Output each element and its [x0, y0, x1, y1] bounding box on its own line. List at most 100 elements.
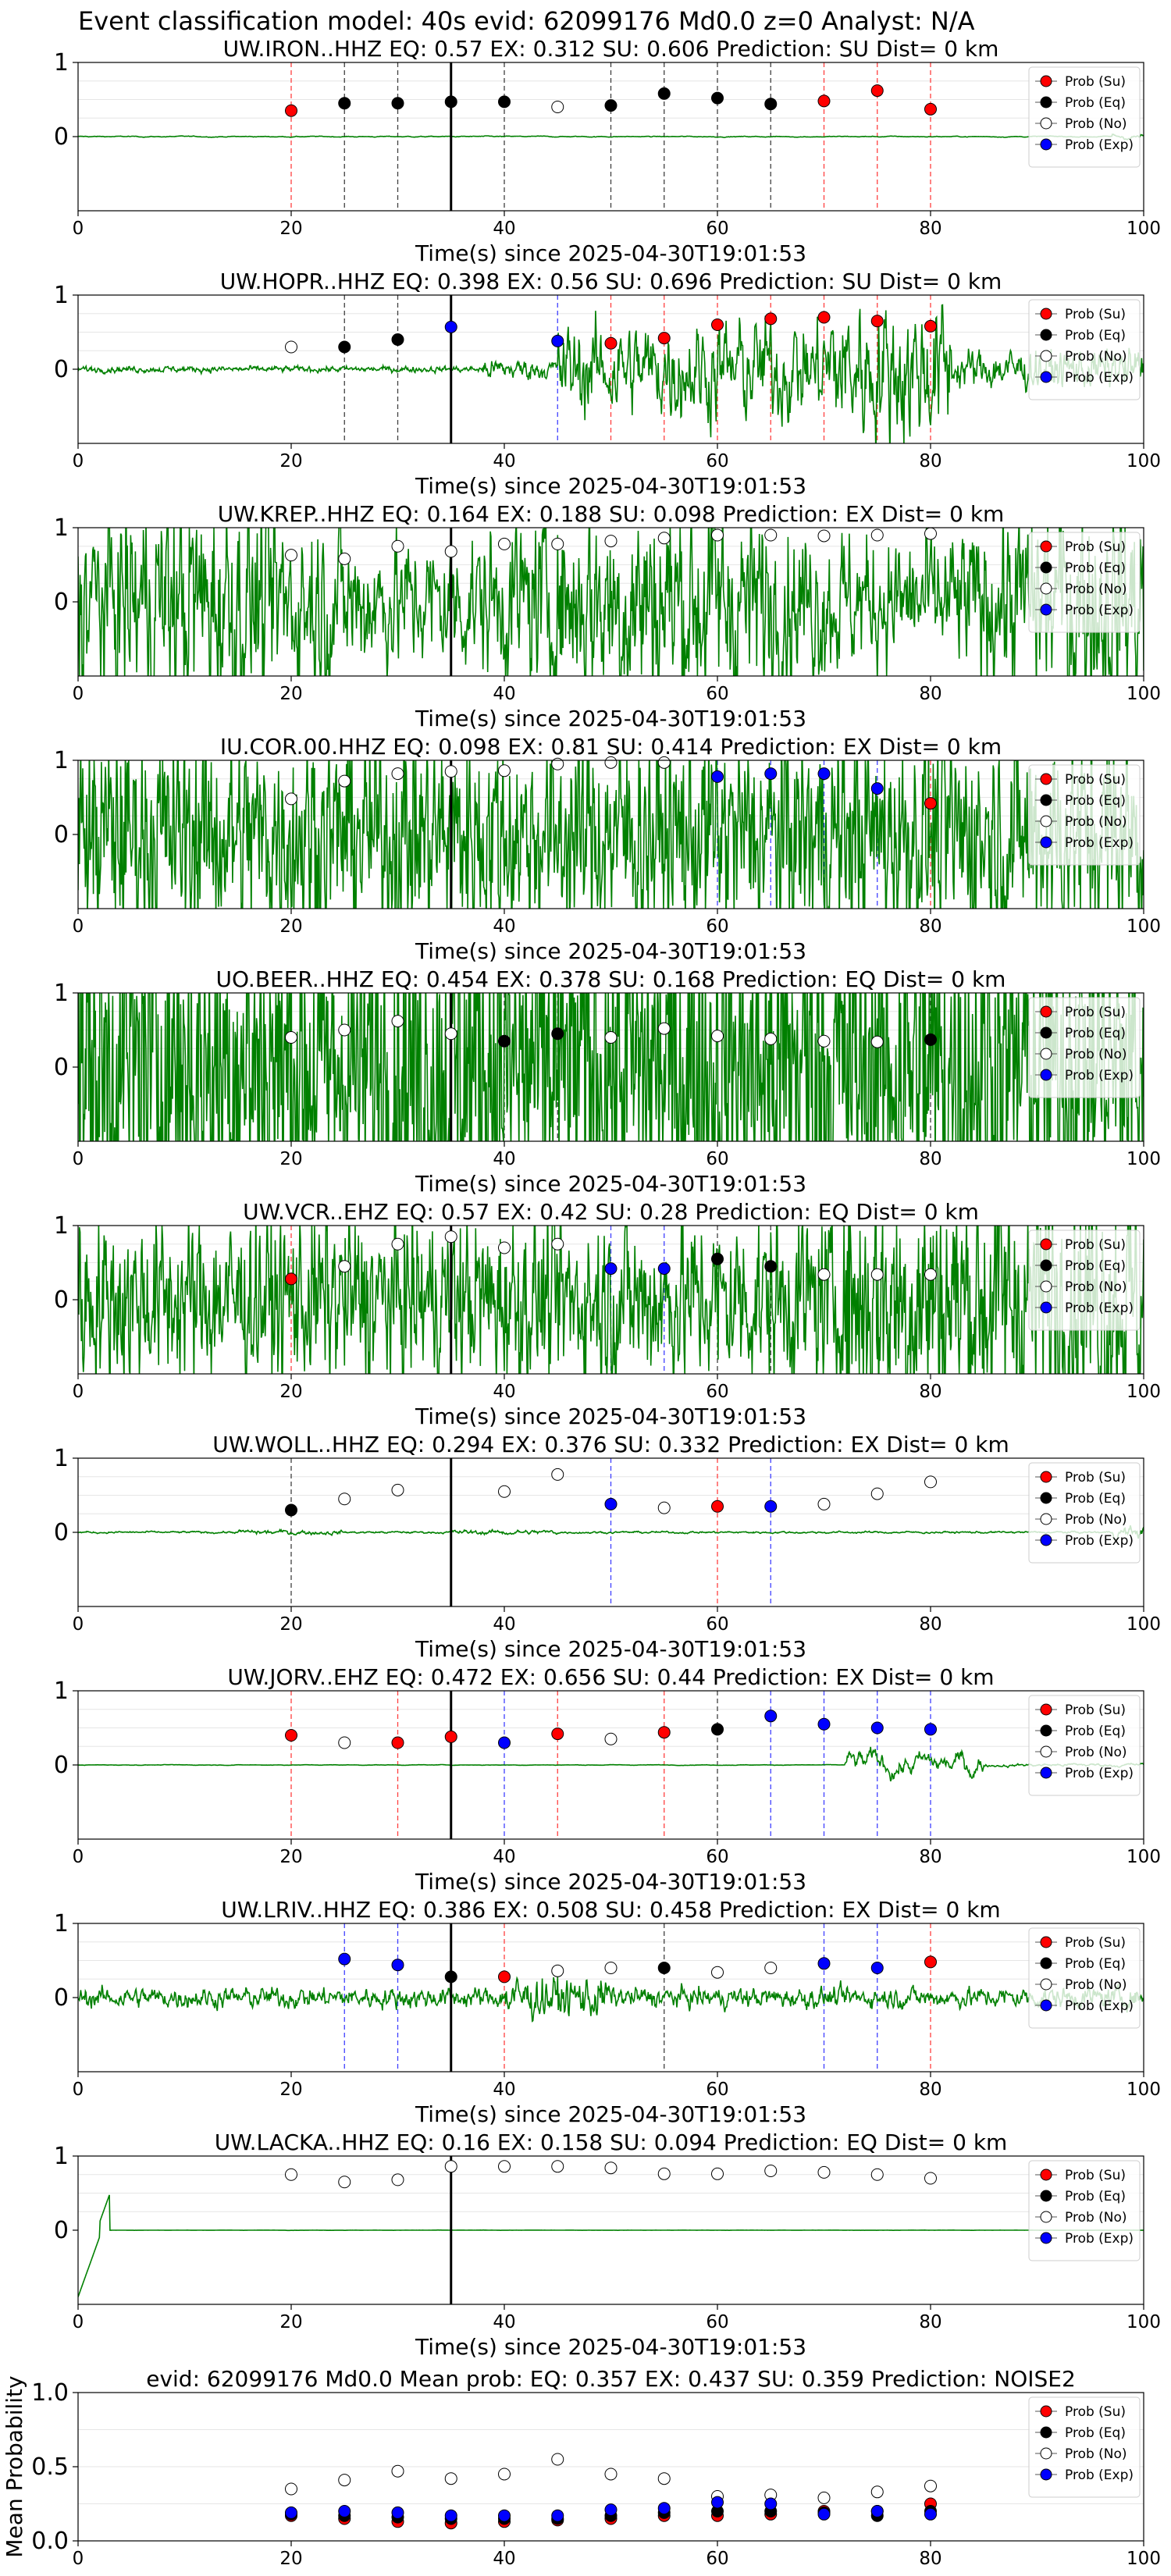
legend-label: Prob (Eq)	[1065, 1491, 1126, 1507]
probability-point-exp	[551, 334, 564, 347]
x-tick-label: 80	[919, 1149, 941, 1169]
y-tick-label: 1	[54, 747, 69, 774]
probability-point-su	[817, 311, 831, 324]
x-tick-label: 100	[1127, 1149, 1161, 1169]
probability-point-no	[711, 528, 724, 542]
legend-box	[1028, 1229, 1141, 1331]
x-tick-label: 80	[919, 2549, 941, 2569]
legend-label: Prob (No)	[1065, 1745, 1127, 1760]
probability-point-no	[604, 535, 618, 548]
probability-point-no	[657, 756, 671, 769]
legend-marker	[1040, 1767, 1052, 1779]
probability-point-exp	[391, 1959, 404, 1972]
mean-point-no	[498, 2467, 511, 2481]
legend-marker	[1040, 561, 1052, 574]
probability-point-no	[764, 528, 778, 542]
probability-point-no	[764, 1962, 778, 1974]
legend-label: Prob (Exp)	[1065, 1533, 1134, 1549]
waveform-trace	[78, 1976, 1144, 2023]
probability-point-no	[551, 537, 564, 550]
probability-point-exp	[764, 767, 778, 781]
legend: Prob (Su) Prob (Eq) Prob (No) Prob (Exp)	[1028, 66, 1141, 168]
probability-point-exp	[604, 1497, 618, 1510]
probability-point-eq	[711, 91, 724, 105]
probability-point-exp	[711, 770, 724, 783]
legend-marker	[1040, 1471, 1052, 1483]
legend-label: Prob (No)	[1065, 582, 1127, 597]
legend-label: Prob (Su)	[1065, 1935, 1126, 1951]
probability-point-no	[657, 1022, 671, 1035]
x-tick-label: 80	[919, 451, 941, 471]
x-axis-label: Time(s) since 2025-04-30T19:01:53	[415, 1636, 806, 1662]
probability-point-no	[551, 101, 564, 113]
legend-label: Prob (Exp)	[1065, 603, 1134, 618]
x-tick-label: 100	[1127, 2080, 1161, 2100]
x-tick-label: 40	[493, 1847, 515, 1867]
probability-point-eq	[604, 99, 618, 112]
legend-marker	[1040, 1999, 1052, 2012]
probability-point-eq	[764, 1260, 778, 1273]
legend-label: Prob (No)	[1065, 1279, 1127, 1295]
legend-marker	[1040, 815, 1052, 827]
y-axis-label: Mean Probability	[2, 2375, 27, 2557]
legend-marker	[1040, 773, 1052, 785]
probability-point-su	[870, 84, 884, 98]
x-tick-label: 60	[706, 684, 728, 704]
waveform-trace	[78, 1746, 1144, 1782]
probability-point-no	[444, 2160, 457, 2173]
x-tick-label: 20	[279, 451, 302, 471]
x-tick-label: 80	[919, 1847, 941, 1867]
y-tick-label: 0	[54, 1519, 69, 1546]
probability-point-no	[391, 1237, 404, 1251]
station-panel-4: IU.COR.00.HHZ EQ: 0.098 EX: 0.81 SU: 0.4…	[54, 734, 1161, 964]
probability-point-no	[338, 2176, 351, 2189]
x-axis-label: Time(s) since 2025-04-30T19:01:53	[415, 240, 806, 266]
y-tick-label: 1.0	[31, 2379, 69, 2407]
probability-point-no	[817, 529, 831, 543]
legend-label: Prob (Su)	[1065, 307, 1126, 322]
legend-marker	[1040, 371, 1052, 383]
probability-point-no	[391, 539, 404, 553]
station-panel-6: UW.VCR..EHZ EQ: 0.57 EX: 0.42 SU: 0.28 P…	[54, 1199, 1161, 1429]
probability-point-no	[551, 2160, 564, 2173]
probability-point-exp	[764, 1500, 778, 1513]
probability-point-no	[604, 1732, 618, 1745]
mean-probability-panel: evid: 62099176 Md0.0 Mean prob: EQ: 0.35…	[2, 2366, 1161, 2569]
legend-marker	[1040, 1513, 1052, 1525]
x-tick-label: 40	[493, 684, 515, 704]
legend-box	[1028, 1462, 1141, 1564]
legend-marker	[1040, 2190, 1052, 2202]
legend-marker	[1040, 540, 1052, 553]
x-tick-label: 0	[73, 1149, 84, 1169]
legend-label: Prob (Eq)	[1065, 1026, 1126, 1041]
probability-point-exp	[338, 1952, 351, 1966]
legend-box	[1028, 299, 1141, 400]
waveform-trace	[78, 133, 1144, 141]
figure-title: Event classification model: 40s evid: 62…	[78, 6, 975, 36]
legend-marker	[1040, 1301, 1052, 1314]
legend-marker	[1040, 117, 1052, 130]
probability-point-su	[924, 102, 937, 116]
legend-label: Prob (Su)	[1065, 2404, 1126, 2420]
legend-label: Prob (Eq)	[1065, 328, 1126, 343]
probability-point-no	[924, 2172, 937, 2185]
probability-point-no	[870, 1035, 884, 1048]
probability-point-no	[498, 537, 511, 550]
panel-title: UW.WOLL..HHZ EQ: 0.294 EX: 0.376 SU: 0.3…	[212, 1432, 1009, 1457]
legend-marker	[1040, 2169, 1052, 2181]
station-panel-3: UW.KREP..HHZ EQ: 0.164 EX: 0.188 SU: 0.0…	[54, 501, 1161, 731]
probability-point-no	[604, 756, 618, 769]
legend-label: Prob (No)	[1065, 1047, 1127, 1062]
legend-label: Prob (Eq)	[1065, 1724, 1126, 1739]
mean-point-exp	[924, 2507, 937, 2521]
legend-box	[1028, 1927, 1141, 2029]
x-tick-label: 0	[73, 2080, 84, 2100]
legend-marker	[1040, 1724, 1052, 1737]
legend-label: Prob (Su)	[1065, 539, 1126, 555]
probability-point-su	[604, 336, 618, 350]
probability-point-no	[444, 1230, 457, 1244]
probability-point-no	[498, 764, 511, 777]
legend-marker	[1040, 1936, 1052, 1948]
x-tick-label: 100	[1127, 2312, 1161, 2332]
x-tick-label: 0	[73, 2549, 84, 2569]
